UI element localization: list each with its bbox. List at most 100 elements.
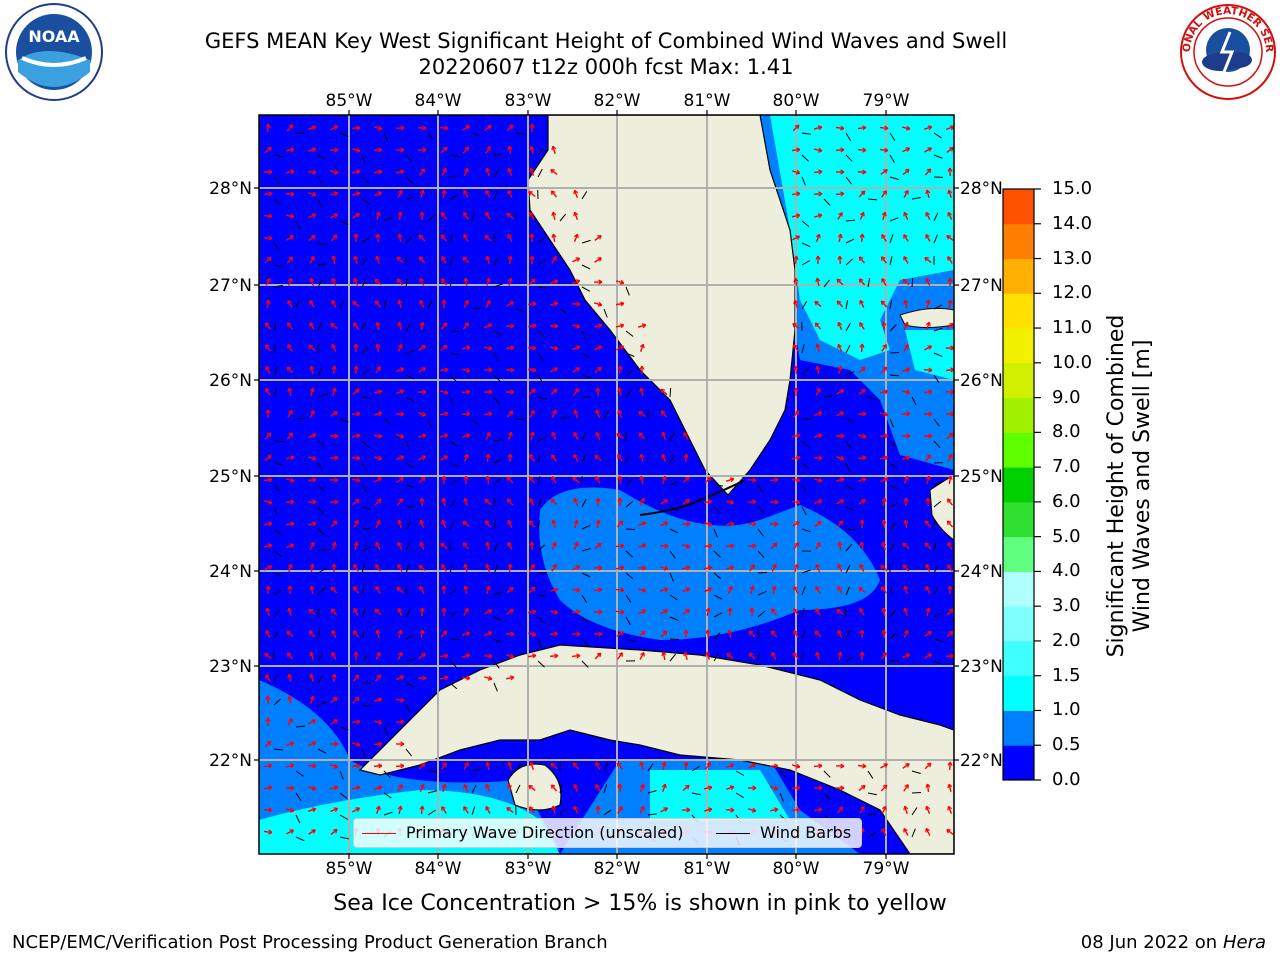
wave-arrow-head — [507, 453, 513, 458]
wave-arrow — [420, 321, 424, 331]
wind-barb — [339, 770, 344, 780]
wave-arrow-head — [836, 608, 841, 614]
wave-arrow-head — [531, 388, 536, 394]
wave-arrow-head — [551, 145, 557, 151]
wave-arrow-head — [859, 519, 865, 524]
wave-arrow-head — [881, 278, 886, 283]
wave-arrow-head — [528, 806, 534, 811]
wave-arrow-head — [264, 653, 269, 658]
wave-arrow-head — [464, 146, 470, 152]
wave-arrow — [506, 301, 514, 307]
wave-arrow-head — [507, 167, 513, 173]
wave-arrow-head — [487, 609, 493, 614]
wave-arrow-head — [685, 499, 690, 504]
wave-arrow — [925, 828, 931, 836]
wave-arrow — [903, 630, 909, 638]
wave-arrow — [463, 762, 469, 770]
wind-barb — [361, 704, 371, 707]
wind-barb — [537, 436, 547, 442]
wave-arrow-head — [506, 498, 512, 504]
wind-barb — [933, 564, 939, 574]
wave-arrow-head — [906, 411, 911, 417]
wave-arrow — [572, 257, 580, 263]
wind-barb — [427, 132, 434, 141]
wave-arrow-head — [466, 675, 471, 681]
wave-arrow — [507, 168, 513, 176]
wind-barb — [273, 674, 278, 684]
wave-arrow — [794, 563, 798, 573]
wave-arrow — [441, 278, 447, 286]
wind-barb — [493, 352, 499, 362]
wave-arrow — [396, 256, 404, 264]
wave-arrow — [440, 234, 448, 242]
wave-arrow-head — [882, 366, 888, 372]
wave-arrow-head — [288, 718, 293, 723]
wave-arrow — [574, 409, 578, 419]
wave-arrow-head — [947, 761, 953, 766]
wind-barb — [493, 543, 500, 552]
wind-barb — [647, 763, 654, 772]
wave-arrow — [398, 233, 402, 243]
wave-arrow-head — [289, 763, 295, 769]
wave-arrow — [373, 456, 383, 460]
wind-barb — [845, 176, 852, 185]
wave-arrow-head — [861, 499, 866, 504]
wave-arrow-head — [507, 542, 512, 547]
wind-barb — [581, 638, 588, 647]
wave-arrow — [704, 587, 712, 593]
wave-arrow-head — [707, 565, 713, 571]
wave-arrow — [550, 784, 558, 792]
wave-arrow — [439, 412, 449, 416]
wave-arrow-head — [463, 783, 468, 789]
wind-barb — [361, 257, 368, 266]
wave-arrow — [461, 434, 471, 438]
wave-arrow-head — [793, 630, 798, 635]
wave-arrow-head — [947, 475, 953, 480]
wind-barb — [427, 418, 432, 428]
wave-arrow — [859, 322, 865, 330]
wind-barb — [493, 458, 503, 464]
wave-arrow — [439, 126, 449, 130]
wave-arrow-head — [840, 147, 845, 153]
wave-arrow-head — [290, 499, 295, 505]
wave-arrow — [791, 478, 801, 482]
wave-arrow — [264, 565, 272, 571]
wave-arrow-head — [529, 167, 535, 173]
colorbar-segment — [1003, 536, 1034, 572]
wave-arrow — [552, 233, 556, 243]
wave-arrow-head — [793, 299, 799, 305]
wave-arrow-head — [773, 807, 779, 813]
wave-arrow-head — [903, 256, 908, 261]
wave-arrow-head — [748, 652, 754, 658]
wave-arrow — [286, 235, 294, 241]
wave-arrow-head — [375, 805, 381, 811]
wave-arrow — [529, 498, 535, 506]
wind-barb — [625, 330, 634, 337]
wave-arrow — [681, 587, 691, 593]
wave-arrow-head — [265, 607, 271, 613]
wind-barb — [449, 256, 454, 266]
colorbar-tick-label: 14.0 — [1052, 212, 1093, 234]
wave-arrow — [286, 432, 294, 440]
wind-barb — [493, 682, 498, 692]
lon-label-top: 80°W — [773, 91, 820, 111]
wave-arrow-head — [663, 609, 669, 614]
wind-barb — [933, 212, 939, 222]
wave-arrow — [288, 387, 292, 397]
wave-arrow — [595, 410, 601, 418]
wave-arrow-head — [441, 519, 447, 525]
wave-arrow-head — [619, 323, 625, 329]
wave-arrow — [288, 607, 292, 617]
wind-barb — [933, 418, 940, 427]
wave-arrow-head — [792, 608, 798, 613]
wave-arrow — [462, 125, 470, 131]
wave-arrow — [351, 456, 361, 460]
wave-arrow — [528, 564, 536, 572]
lon-label-bottom: 81°W — [684, 859, 731, 879]
wind-barb — [911, 807, 918, 816]
wave-arrow — [529, 410, 535, 418]
wave-arrow — [858, 256, 866, 264]
wind-barb — [449, 479, 458, 486]
wave-arrow — [902, 147, 910, 153]
colorbar-segment — [1003, 745, 1034, 781]
